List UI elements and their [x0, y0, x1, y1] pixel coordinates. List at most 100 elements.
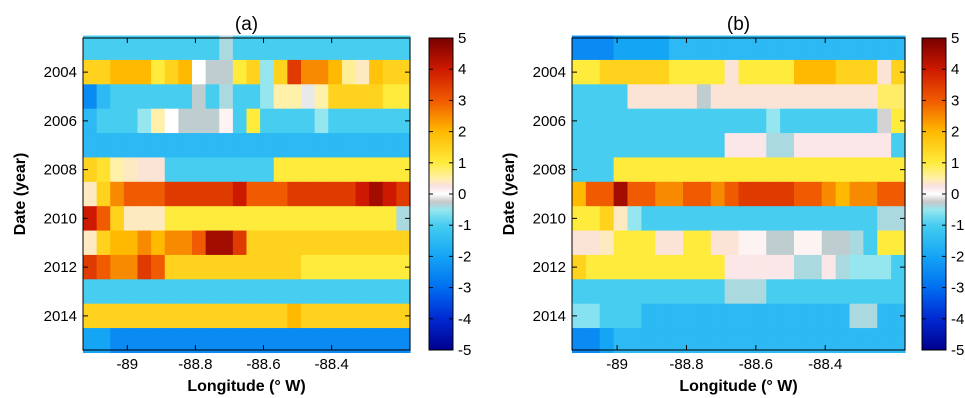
- y-axis-label: Date (year): [12, 153, 29, 236]
- heatmap-cell: [123, 108, 139, 134]
- heatmap-cell: [794, 157, 809, 183]
- heatmap-cell: [724, 157, 740, 183]
- heatmap-cell: [273, 181, 288, 207]
- heatmap-cell: [627, 133, 642, 159]
- heatmap-cell: [96, 303, 111, 329]
- heatmap-cell: [627, 230, 642, 256]
- heatmap-cell: [110, 303, 125, 329]
- heatmap-cell: [627, 84, 642, 110]
- heatmap-cell: [314, 254, 329, 280]
- heatmap-cell: [164, 157, 179, 183]
- heatmap-cell: [328, 254, 343, 280]
- heatmap-cell: [287, 108, 302, 134]
- heatmap-cell: [585, 303, 601, 329]
- heatmap-cell: [328, 328, 343, 354]
- heatmap-cell: [641, 108, 656, 134]
- heatmap-cell: [821, 206, 837, 232]
- heatmap-cell: [877, 254, 892, 280]
- heatmap-cell: [724, 84, 740, 110]
- heatmap-cell: [766, 108, 781, 134]
- heatmap-cell: [738, 35, 753, 61]
- heatmap-cell: [355, 59, 370, 85]
- heatmap-cell: [835, 181, 851, 207]
- heatmap-cell: [752, 157, 767, 183]
- heatmap-cell: [287, 254, 302, 280]
- heatmap-cell: [396, 108, 411, 134]
- heatmap-cell: [355, 303, 370, 329]
- heatmap-cell: [232, 181, 248, 207]
- heatmap-cell: [794, 84, 809, 110]
- heatmap-cell: [766, 133, 781, 159]
- heatmap-cell: [301, 206, 316, 232]
- heatmap-cell: [752, 59, 767, 85]
- heatmap-cell: [219, 35, 234, 61]
- heatmap-cell: [273, 328, 288, 354]
- heatmap-cell: [613, 108, 629, 134]
- heatmap-cell: [752, 108, 767, 134]
- heatmap-cell: [724, 254, 740, 280]
- heatmap-cell: [205, 279, 220, 305]
- heatmap-cell: [572, 230, 587, 256]
- colorbar-tick-label: -2: [951, 248, 964, 265]
- heatmap-cell: [151, 279, 166, 305]
- heatmap-cell: [669, 108, 684, 134]
- plot-frame: [82, 37, 411, 351]
- heatmap-cell: [328, 133, 343, 159]
- heatmap-cell: [96, 254, 111, 280]
- heatmap-cell: [110, 328, 125, 354]
- heatmap-cell: [246, 303, 261, 329]
- heatmap-cell: [877, 230, 892, 256]
- heatmap-cell: [287, 133, 302, 159]
- heatmap-cell: [627, 206, 642, 232]
- heatmap-cell: [696, 328, 712, 354]
- heatmap-cell: [835, 84, 851, 110]
- heatmap-cell: [863, 181, 878, 207]
- heatmap-cell: [849, 230, 864, 256]
- heatmap-cell: [891, 108, 906, 134]
- heatmap-cell: [260, 181, 275, 207]
- colorbar-tick-label: -2: [458, 248, 471, 265]
- heatmap-cell: [328, 303, 343, 329]
- heatmap-cell: [752, 35, 767, 61]
- heatmap-cell: [137, 35, 152, 61]
- colorbar-tick-label: 3: [951, 92, 959, 109]
- heatmap-cell: [273, 133, 288, 159]
- plot-frame: [571, 37, 906, 351]
- colorbar-tick-label: 2: [458, 124, 466, 141]
- heatmap-cell: [123, 181, 139, 207]
- heatmap-cell: [655, 108, 670, 134]
- y-tick-label: 2004: [44, 64, 77, 81]
- heatmap-cell: [369, 254, 384, 280]
- heatmap-cell: [572, 328, 587, 354]
- heatmap-cell: [877, 59, 892, 85]
- heatmap-cell: [613, 35, 629, 61]
- heatmap-cell: [219, 254, 234, 280]
- heatmap-cell: [696, 59, 712, 85]
- heatmap-cell: [382, 35, 397, 61]
- heatmap-cell: [123, 279, 139, 305]
- heatmap-cell: [205, 181, 220, 207]
- heatmap-cell: [164, 328, 179, 354]
- heatmap-cell: [585, 254, 601, 280]
- heatmap-cell: [260, 279, 275, 305]
- heatmap-cell: [164, 84, 179, 110]
- heatmap-cell: [273, 84, 288, 110]
- heatmap-cell: [341, 303, 357, 329]
- colorbar-tick-label: 5: [951, 30, 959, 47]
- heatmap-cell: [164, 254, 179, 280]
- heatmap-cell: [669, 206, 684, 232]
- heatmap-cell: [891, 230, 906, 256]
- heatmap-cell: [891, 35, 906, 61]
- heatmap-cell: [613, 157, 629, 183]
- heatmap-cell: [821, 303, 837, 329]
- heatmap-cell: [849, 328, 864, 354]
- heatmap-cell: [314, 181, 329, 207]
- y-axis-label: Date (year): [501, 153, 518, 236]
- heatmap-cell: [246, 230, 261, 256]
- heatmap-cell: [355, 254, 370, 280]
- heatmap-cell: [780, 133, 795, 159]
- heatmap-cell: [219, 206, 234, 232]
- heatmap-cell: [96, 279, 111, 305]
- heatmap-cell: [696, 157, 712, 183]
- heatmap-cell: [821, 328, 837, 354]
